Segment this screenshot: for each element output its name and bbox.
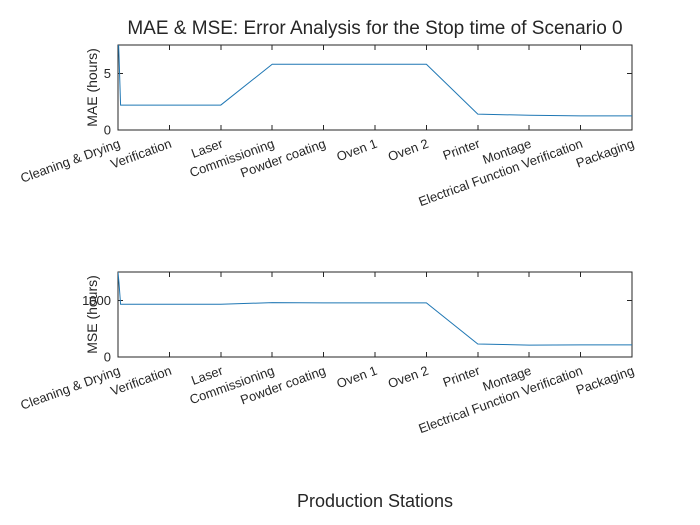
- plot-area-frame: [117, 44, 633, 131]
- x-tick-label: Packaging: [574, 363, 636, 398]
- series-line: [118, 272, 632, 346]
- x-tick-label: Printer: [441, 362, 483, 389]
- series-line: [118, 45, 632, 117]
- y-tick-label: 1000: [82, 293, 111, 308]
- y-axis-label: MAE (hours): [84, 48, 100, 127]
- x-tick-label: Printer: [441, 135, 483, 162]
- x-tick-label: Cleaning & Drying: [18, 363, 122, 413]
- y-tick-label: 0: [104, 350, 111, 365]
- x-tick-label: Oven 2: [386, 136, 431, 164]
- y-axis-label: MSE (hours): [84, 275, 100, 354]
- y-tick-label: 5: [104, 66, 111, 81]
- x-tick-label: Oven 1: [335, 363, 380, 391]
- x-axis-label: Production Stations: [297, 491, 453, 511]
- x-tick-label: Oven 1: [335, 136, 380, 164]
- chart-title: MAE & MSE: Error Analysis for the Stop t…: [127, 18, 622, 39]
- y-tick-label: 0: [104, 123, 111, 138]
- x-tick-label: Cleaning & Drying: [18, 136, 122, 186]
- plot-area-frame: [117, 271, 633, 358]
- x-tick-label: Oven 2: [386, 363, 431, 391]
- x-tick-label: Packaging: [574, 136, 636, 171]
